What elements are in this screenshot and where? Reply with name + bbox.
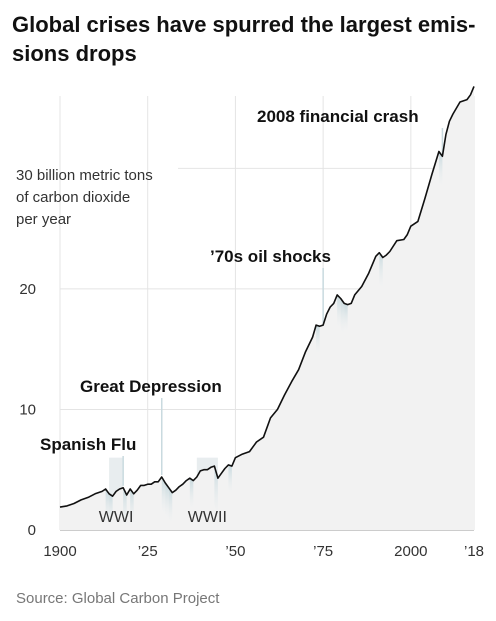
emission-drop — [161, 476, 166, 516]
emission-drop — [105, 489, 110, 525]
emission-drop — [438, 151, 443, 188]
annotation-label: Spanish Flu — [40, 435, 136, 454]
emission-drop — [165, 482, 169, 519]
y-axis-label: of carbon dioxide — [16, 189, 130, 206]
emission-drop — [337, 294, 341, 329]
chart-title: Global crises have spurred the largest e… — [12, 12, 476, 66]
era-label: WWII — [188, 509, 227, 526]
x-tick-label: ’18 — [464, 543, 484, 560]
emission-drop — [168, 487, 173, 524]
emissions-line — [59, 86, 475, 508]
emission-drop-highlights — [105, 151, 443, 529]
source-note: Source: Global Carbon Project — [16, 590, 220, 607]
y-axis-label: per year — [16, 211, 71, 228]
emission-drop — [379, 252, 383, 289]
x-tick-label: 1900 — [43, 543, 76, 560]
emission-drop — [316, 325, 320, 354]
emission-drop — [130, 489, 134, 525]
era-label: WWI — [99, 509, 134, 526]
y-tick-label: 0 — [28, 522, 36, 539]
emissions-area — [60, 86, 474, 531]
y-axis-label: 30 billion metric tons — [16, 167, 153, 184]
annotation-label: 2008 financial crash — [257, 107, 419, 126]
emission-drop — [344, 303, 348, 332]
emission-drop — [214, 466, 218, 517]
emission-drop — [109, 493, 113, 525]
x-tick-label: 2000 — [394, 543, 427, 560]
emission-drop — [340, 298, 345, 335]
emission-drop — [228, 464, 232, 494]
emission-drop — [123, 487, 127, 529]
y-tick-label: 10 — [19, 401, 36, 418]
annotation-leader-lines — [122, 128, 444, 486]
chart-labels: 0 10 20 30 billion metric tons of carbon dio… — [16, 107, 484, 560]
annotation-label: Great Depression — [80, 377, 222, 396]
annotation-label: ’70s oil shocks — [210, 247, 331, 266]
x-tick-label: ’50 — [225, 543, 245, 560]
x-tick-label: ’25 — [138, 543, 158, 560]
y-tick-label: 20 — [19, 281, 36, 298]
x-tick-label: ’75 — [313, 543, 333, 560]
emission-drop — [189, 478, 194, 509]
